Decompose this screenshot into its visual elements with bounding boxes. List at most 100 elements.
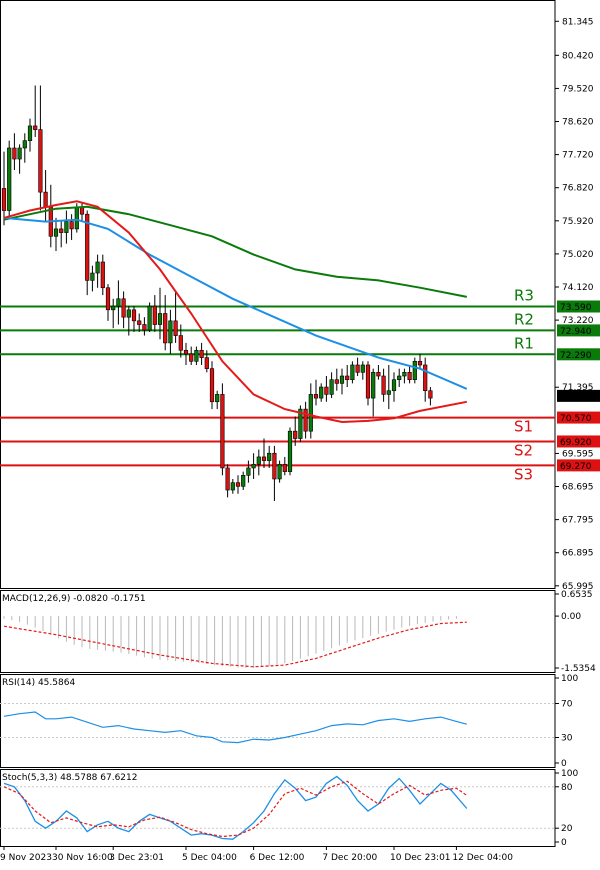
time-tick-label: 30 Nov 16:00 <box>52 853 113 863</box>
macd-tick-label: 0.6535 <box>561 590 593 600</box>
rsi-line <box>3 711 467 744</box>
candle-body <box>178 335 183 351</box>
candle-body <box>282 463 287 472</box>
level-price-label-r3: 73.590 <box>560 303 592 313</box>
ma-blue-line <box>3 216 468 390</box>
level-price-tag-s3 <box>557 459 600 472</box>
time-tick-label: 3 Dec 23:01 <box>109 853 164 863</box>
level-name-r1: R1 <box>514 334 534 352</box>
candle-body <box>59 228 64 233</box>
candle-body <box>251 463 256 469</box>
price-tick-label: 80.420 <box>562 51 594 61</box>
candle-body <box>355 364 360 373</box>
candle-body <box>391 379 397 392</box>
candle-body <box>339 375 345 384</box>
candle-body <box>142 324 147 331</box>
rsi-label: RSI(14) 45.5864 <box>2 678 75 688</box>
macd-label: MACD(12,26,9) -0.0820 -0.1751 <box>2 594 146 604</box>
price-tick-label: 78.620 <box>562 118 594 128</box>
candle-body <box>22 140 27 149</box>
rsi-tick-label: 70 <box>561 700 573 710</box>
candle-body <box>53 228 59 237</box>
price-tick-label: 74.120 <box>562 283 594 293</box>
candle-body <box>267 452 272 461</box>
macd-panel: 0.6535 0.00 -1.5354 MACD(12,26,9) -0.0820 -… <box>2 590 596 674</box>
rsi-tick-label: 100 <box>561 674 578 684</box>
macd-tick-label: -1.5354 <box>561 664 596 674</box>
candle-body <box>376 372 381 377</box>
candle-body <box>199 349 204 358</box>
candle-body <box>230 482 235 491</box>
chart-background <box>0 0 556 847</box>
panel-frame-macd <box>0 590 556 673</box>
level-price-tag-r2 <box>557 324 600 337</box>
rsi-panel: 100 70 30 0 RSI(14) 45.5864 <box>0 674 578 769</box>
level-name-r3: R3 <box>514 287 534 305</box>
candle-body <box>121 298 126 318</box>
candle-body <box>69 221 74 230</box>
price-tick-label: 77.720 <box>562 151 594 161</box>
candle-body <box>313 394 319 399</box>
time-tick-label: 10 Dec 23:01 <box>390 853 451 863</box>
current-price-label: 71.160 <box>560 392 592 402</box>
candle-body <box>173 320 178 336</box>
price-tick-label: 68.695 <box>562 483 594 493</box>
price-tick-label: 69.595 <box>562 449 594 459</box>
candle-body <box>365 364 371 399</box>
candle-body <box>241 475 246 487</box>
candle-body <box>95 261 100 274</box>
price-tick-label: 65.995 <box>562 582 594 592</box>
candle-body <box>246 467 251 476</box>
candle-body <box>220 394 225 469</box>
candle-body <box>105 287 111 311</box>
rsi-tick-label: 30 <box>561 734 573 744</box>
stoch-d-line <box>3 780 468 838</box>
stoch-tick-label: 80 <box>561 783 573 793</box>
moving-averages <box>3 200 468 424</box>
candle-body <box>152 305 157 325</box>
candle-body <box>111 305 116 311</box>
candle-body <box>386 390 391 395</box>
candle-body <box>7 147 12 211</box>
candle-body <box>298 408 303 439</box>
panel-frame-main <box>0 0 556 589</box>
level-price-tag-r3 <box>557 300 600 313</box>
price-tick-label: 71.395 <box>562 383 594 393</box>
candle-body <box>360 364 365 373</box>
candle-body <box>209 368 215 403</box>
level-price-tag-s1 <box>557 411 600 424</box>
price-tick-label: 73.220 <box>562 316 594 326</box>
candle-body <box>381 375 386 395</box>
time-tick-label: 5 Dec 04:00 <box>182 853 237 863</box>
candle-body <box>371 372 376 399</box>
ma-red-line <box>3 200 467 424</box>
candle-body <box>261 456 267 461</box>
candle-body <box>17 147 22 160</box>
candle-body <box>256 456 261 465</box>
candle-body <box>12 147 17 160</box>
stoch-label: Stoch(5,3,3) 48.5788 67.6212 <box>2 773 137 783</box>
candle-body <box>126 309 131 318</box>
candle-body <box>287 430 293 472</box>
candle-body <box>423 364 428 392</box>
rsi-tick-label: 0 <box>561 759 567 769</box>
level-price-label-r2: 72.940 <box>560 327 592 337</box>
stoch-panel: 100 80 20 0 Stoch(5,3,3) 48.5788 67.6212 <box>0 769 578 848</box>
level-name-r2: R2 <box>514 310 534 328</box>
candle-body <box>293 430 298 439</box>
panel-frame-stoch <box>0 769 556 847</box>
candle-body <box>235 482 241 487</box>
time-axis: 9 Nov 2023 30 Nov 16:003 Dec 23:01 5 Dec 0… <box>0 846 513 863</box>
ma-green-line <box>3 205 467 298</box>
time-tick-label: 9 Nov 2023 <box>0 853 52 863</box>
price-tick-label: 75.920 <box>562 217 594 227</box>
candle-body <box>157 313 163 325</box>
stoch-tick-label: 100 <box>561 769 578 779</box>
level-price-label-s1: 70.570 <box>560 414 592 424</box>
candle-body <box>64 221 69 233</box>
stoch-tick-label: 0 <box>561 838 567 848</box>
level-name-s2: S2 <box>514 441 533 459</box>
time-tick-label: 6 Dec 12:00 <box>250 853 305 863</box>
candle-body <box>1 188 7 211</box>
